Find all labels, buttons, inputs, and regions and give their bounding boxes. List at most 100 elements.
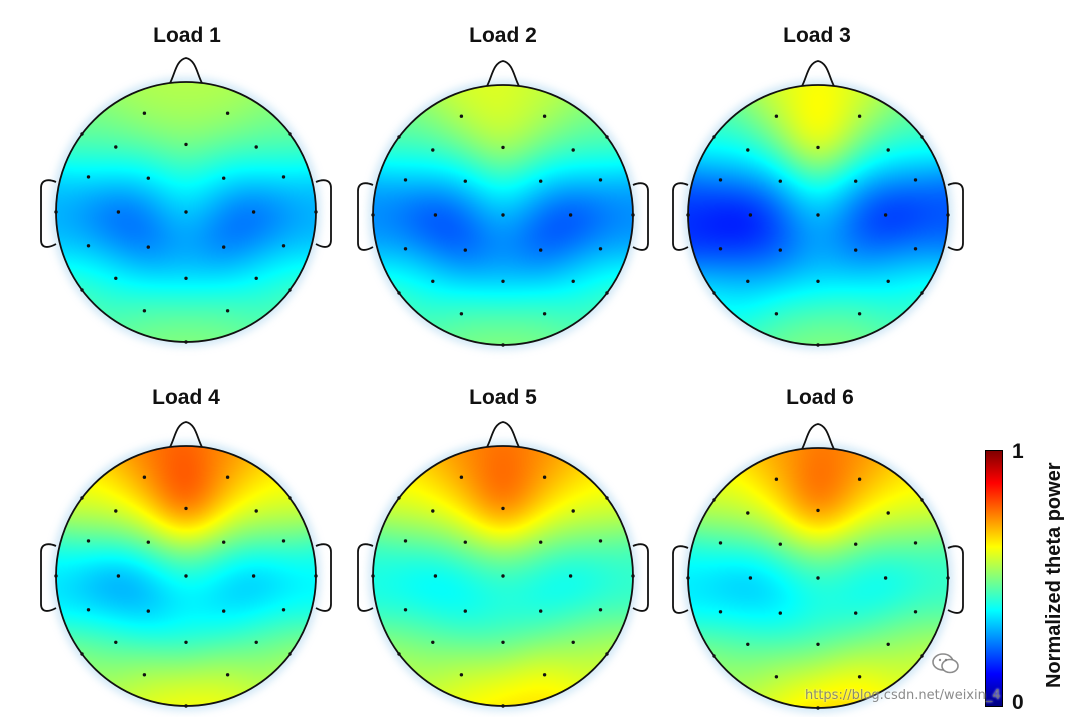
electrode (254, 145, 258, 149)
electrode (857, 114, 862, 118)
electrode (184, 574, 188, 578)
electrode (598, 608, 603, 612)
electrode (146, 540, 150, 544)
electrode (886, 511, 890, 515)
theta-power-field (668, 418, 968, 714)
electrode (778, 248, 782, 252)
electrode (854, 542, 858, 546)
electrode (314, 210, 318, 214)
electrode (501, 640, 505, 644)
right-ear (315, 179, 332, 248)
electrode (222, 540, 226, 544)
electrode (184, 640, 188, 644)
left-ear (357, 182, 374, 251)
panel-title-load-1: Load 1 (153, 24, 221, 47)
electrode (431, 279, 435, 283)
electrode (774, 114, 779, 118)
electrode (222, 245, 226, 249)
electrode (542, 312, 547, 316)
electrode (501, 704, 505, 708)
electrode (631, 213, 635, 217)
electrode (816, 642, 820, 646)
electrode (542, 475, 547, 479)
electrode (254, 640, 258, 644)
electrode (686, 576, 690, 580)
head-group (672, 60, 964, 347)
electrode (712, 654, 716, 658)
electrode (718, 247, 723, 251)
electrode (86, 175, 91, 179)
electrode (225, 111, 230, 115)
left-ear (357, 543, 374, 612)
panel-title-load-2: Load 2 (469, 24, 537, 47)
colorbar-min-label: 0 (1012, 691, 1024, 714)
head-outline (357, 60, 649, 347)
electrode (778, 542, 782, 546)
electrode (142, 673, 147, 677)
electrode (116, 574, 121, 578)
topomap-load-1 (36, 52, 336, 348)
electrode (718, 610, 723, 614)
head-group (40, 57, 332, 344)
electrode (920, 135, 924, 139)
electrode (114, 640, 118, 644)
electrode (288, 496, 292, 500)
electrode (816, 576, 820, 580)
electrode (886, 148, 890, 152)
electrode (571, 640, 575, 644)
electrode (605, 496, 609, 500)
left-ear (672, 545, 689, 614)
electrode (857, 477, 862, 481)
head-group (40, 421, 332, 708)
head-outline (672, 423, 964, 710)
electrode (539, 609, 543, 613)
right-ear (947, 182, 964, 251)
electrode (459, 673, 464, 677)
electrode (501, 279, 505, 283)
theta-power-field (36, 416, 336, 712)
electrode (114, 145, 118, 149)
electrode (886, 642, 890, 646)
electrode (80, 288, 84, 292)
electrode (605, 291, 609, 295)
electrode (403, 247, 408, 251)
topomap-load-5 (353, 416, 653, 712)
right-ear (632, 182, 649, 251)
electrode (251, 210, 256, 214)
electrode (184, 210, 188, 214)
electrode (142, 475, 147, 479)
electrode (816, 279, 820, 283)
electrode (718, 178, 723, 182)
electrode (459, 114, 464, 118)
head-outline (40, 57, 332, 344)
electrode (501, 343, 505, 347)
electrode (222, 176, 226, 180)
left-ear (672, 182, 689, 251)
electrode (854, 179, 858, 183)
electrode (114, 276, 118, 280)
electrode (403, 178, 408, 182)
electrode (254, 276, 258, 280)
nose (801, 423, 835, 450)
electrode (913, 178, 918, 182)
electrode (746, 511, 750, 515)
electrode (778, 611, 782, 615)
electrode (146, 245, 150, 249)
panel-title-load-6: Load 6 (786, 386, 854, 409)
electrode (718, 541, 723, 545)
electrode (371, 574, 375, 578)
electrode (598, 178, 603, 182)
electrode (748, 576, 753, 580)
nose (486, 421, 520, 448)
watermark-url: https://blog.csdn.net/weixin_4 (805, 688, 1001, 703)
electrode (816, 508, 820, 513)
head-group (672, 423, 964, 710)
electrode (371, 213, 375, 217)
electrode (946, 213, 950, 217)
electrode (397, 496, 401, 500)
electrode (774, 675, 779, 679)
electrode (184, 704, 188, 708)
electrode (605, 652, 609, 656)
electrode (774, 312, 779, 316)
electrode (403, 539, 408, 543)
